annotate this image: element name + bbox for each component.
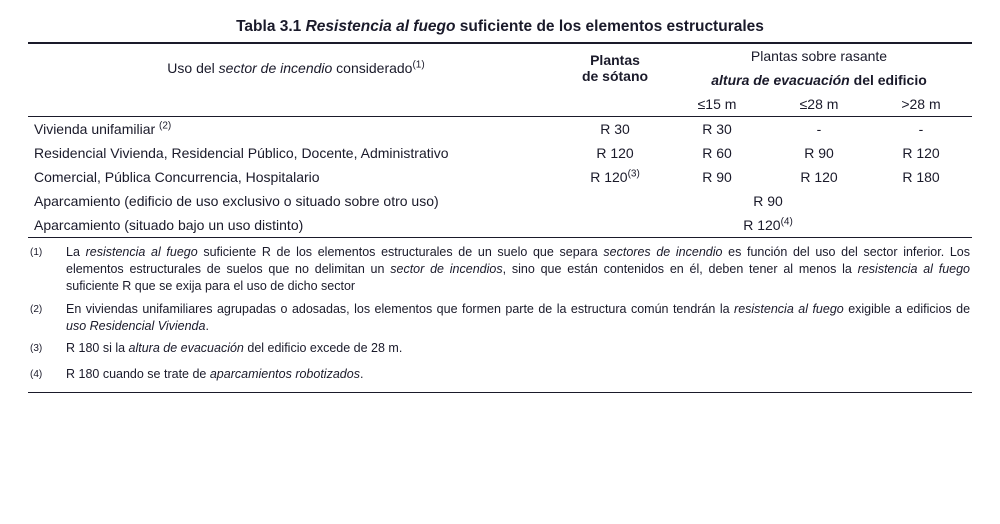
title-italic: Resistencia al fuego [306, 18, 456, 35]
footnote-2: (2) En viviendas unifamiliares agrupadas… [30, 301, 970, 335]
table-row: Residencial Vivienda, Residencial Públic… [28, 141, 972, 165]
footnotes: (1) La resistencia al fuego suficiente R… [28, 238, 972, 393]
header-le28: ≤28 m [768, 92, 870, 117]
footnote-3: (3) R 180 si la altura de evacuación del… [30, 340, 970, 360]
header-evacuacion: altura de evacuación del edificio [666, 68, 972, 92]
header-spacer1 [28, 92, 564, 117]
table-row: Aparcamiento (edificio de uso exclusivo … [28, 189, 972, 213]
footnote-4: (4) R 180 cuando se trate de aparcamient… [30, 366, 970, 386]
footnote-1: (1) La resistencia al fuego suficiente R… [30, 244, 970, 295]
header-rasante: Plantas sobre rasante [666, 43, 972, 68]
header-use: Uso del sector de incendio considerado(1… [28, 43, 564, 92]
table-row: Comercial, Pública Concurrencia, Hospita… [28, 165, 972, 189]
title-suffix: suficiente de los elementos estructurale… [456, 18, 764, 35]
header-spacer2 [564, 92, 666, 117]
table-row: Vivienda unifamiliar (2) R 30 R 30 - - [28, 117, 972, 142]
table-row: Aparcamiento (situado bajo un uso distin… [28, 213, 972, 238]
fire-resistance-table: Uso del sector de incendio considerado(1… [28, 42, 972, 238]
header-le15: ≤15 m [666, 92, 768, 117]
header-sotano: Plantasde sótano [564, 43, 666, 92]
header-gt28: >28 m [870, 92, 972, 117]
title-prefix: Tabla 3.1 [236, 18, 306, 35]
table-title: Tabla 3.1 Resistencia al fuego suficient… [28, 18, 972, 36]
